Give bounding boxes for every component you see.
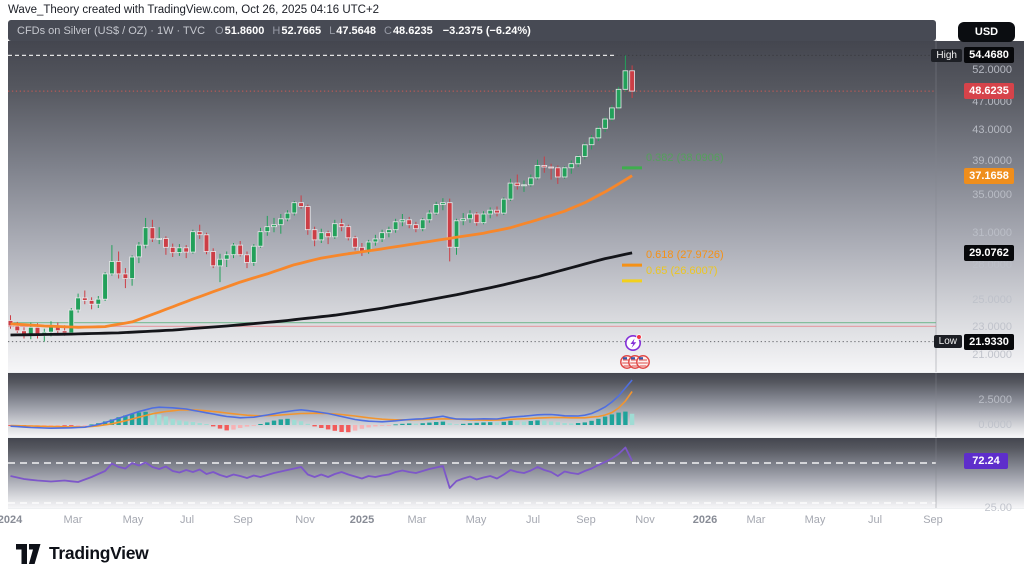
macd-tick-label: 0.0000	[978, 419, 1012, 431]
price-tick-label: 28.0000	[972, 259, 1012, 271]
time-axis-label: Nov	[635, 514, 655, 526]
panel-separator[interactable]	[8, 372, 1024, 373]
close-value: 48.6235	[392, 24, 433, 37]
last-price-chip: 48.6235	[964, 83, 1014, 100]
rsi-panel[interactable]	[8, 438, 1024, 508]
symbol-header: CFDs on Silver (US$ / OZ) · 1W · TVC O 5…	[8, 20, 936, 41]
currency-button[interactable]: USD	[958, 22, 1015, 42]
price-tick-label: 21.0000	[972, 349, 1012, 361]
high-price-chip: 54.4680	[964, 47, 1014, 64]
fib-level-label-0618: 0.618 (27.9726)	[646, 249, 724, 261]
main-chart-panel[interactable]	[8, 41, 1024, 372]
time-axis-label: 2026	[692, 514, 718, 526]
close-label: C	[383, 24, 392, 37]
low-price-chip: 21.9330	[964, 333, 1014, 350]
panel-separator	[8, 508, 1024, 509]
time-axis-label: Sep	[233, 514, 253, 526]
time-axis-label: Nov	[295, 514, 315, 526]
price-tick-label: 23.0000	[972, 321, 1012, 333]
tradingview-wordmark: TradingView	[49, 543, 149, 563]
panel-separator[interactable]	[8, 437, 1024, 438]
time-axis-label: Mar	[63, 514, 83, 526]
time-axis-label: May	[122, 514, 144, 526]
time-axis-label: Jul	[179, 514, 195, 526]
price-tick-label: 31.0000	[972, 227, 1012, 239]
price-tick-label: 43.0000	[972, 124, 1012, 136]
rsi-value-chip: 72.24	[964, 452, 1008, 469]
open-value: 51.8600	[224, 24, 265, 37]
rsi-tick-label: 25.00	[984, 502, 1012, 514]
high-label: H	[272, 24, 281, 37]
fib-level-label-0382: 0.382 (38.0906)	[646, 152, 724, 164]
macd-tick-label: 2.5000	[978, 394, 1012, 406]
price-tick-label: 39.0000	[972, 155, 1012, 167]
symbol-description: CFDs on Silver (US$ / OZ) · 1W · TVC	[17, 24, 206, 37]
high-tag-chip: High	[931, 48, 962, 62]
time-axis-label: Mar	[746, 514, 766, 526]
time-axis-label: May	[465, 514, 487, 526]
time-axis-label: Jul	[525, 514, 541, 526]
fib-level-label-065: 0.65 (26.6007)	[646, 265, 718, 277]
open-label: O	[215, 24, 224, 37]
time-axis-label: Jul	[867, 514, 883, 526]
time-axis-label: 2024	[0, 514, 23, 526]
time-axis-label: Mar	[407, 514, 427, 526]
time-axis-label: 2025	[349, 514, 375, 526]
change-value: −3.2375 (−6.24%)	[442, 24, 531, 37]
price-tick-label: 35.0000	[972, 189, 1012, 201]
ma-fast-value-chip: 37.1658	[964, 167, 1014, 184]
time-axis-label: Sep	[923, 514, 943, 526]
price-tick-label: 25.0000	[972, 294, 1012, 306]
time-axis-label: Sep	[576, 514, 596, 526]
low-tag-chip: Low	[933, 335, 962, 349]
attribution-text: Wave_Theory created with TradingView.com…	[8, 4, 380, 16]
time-axis-label: May	[804, 514, 826, 526]
high-value: 52.7665	[281, 24, 322, 37]
macd-panel[interactable]	[8, 373, 1024, 437]
tradingview-logo[interactable]: TradingView	[16, 543, 149, 564]
ma-slow-value-chip: 29.0762	[964, 244, 1014, 261]
price-tick-label: 52.0000	[972, 64, 1012, 76]
low-label: L	[329, 24, 336, 37]
low-value: 47.5648	[336, 24, 376, 37]
tradingview-logo-icon	[16, 543, 41, 564]
